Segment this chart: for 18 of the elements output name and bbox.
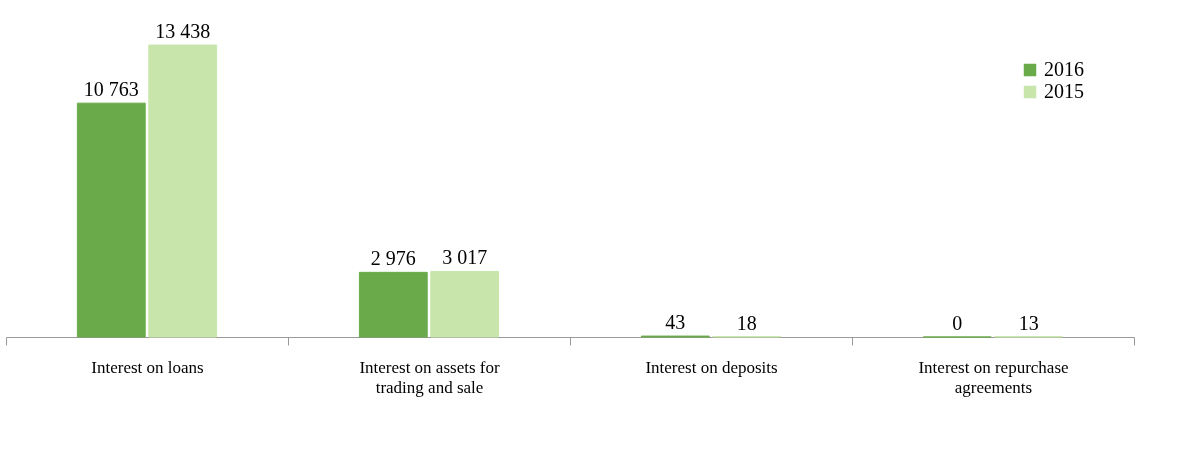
data-label: 10 763 [83, 78, 139, 101]
data-label: 43 [665, 311, 686, 334]
data-label: 3 017 [442, 246, 488, 269]
x-tick-label: Interest on assets for trading and sale [359, 357, 500, 397]
x-tick-label: Interest on deposits [645, 357, 778, 377]
legend-label: 2016 [1044, 58, 1084, 80]
bar [430, 270, 500, 338]
bar [76, 102, 146, 338]
bar [358, 271, 428, 338]
data-label: 2 976 [370, 247, 416, 270]
x-tick-label: Interest on repurchase agreements [918, 357, 1069, 397]
bar [148, 44, 218, 338]
x-tick-label: Interest on loans [91, 357, 204, 377]
data-label: 0 [952, 312, 963, 334]
data-label: 18 [736, 311, 757, 334]
legend-label: 2015 [1044, 80, 1084, 102]
data-label: 13 438 [155, 20, 211, 43]
data-label: 13 [1018, 311, 1039, 334]
